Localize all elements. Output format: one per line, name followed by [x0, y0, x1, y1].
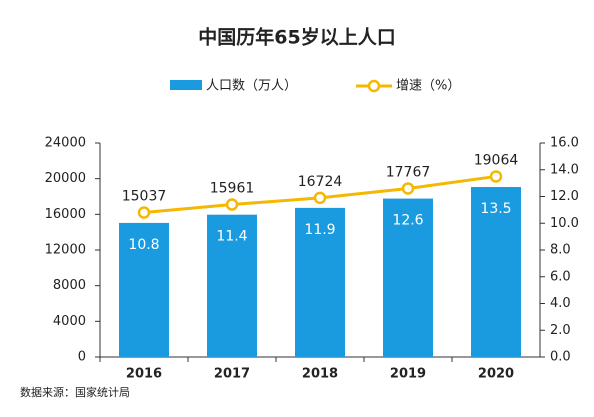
bar-rate-label: 10.8 — [128, 237, 159, 253]
y2-tick-label: 6.0 — [550, 269, 571, 284]
y2-tick-label: 16.0 — [550, 136, 579, 151]
bar — [295, 207, 345, 357]
y-tick-label: 16000 — [45, 207, 86, 222]
y2-tick-label: 2.0 — [550, 323, 571, 338]
chart-title: 中国历年65岁以上人口 — [198, 26, 395, 49]
rate-point — [313, 191, 327, 205]
x-tick-label: 2019 — [390, 367, 426, 382]
population-label: 17767 — [386, 164, 431, 180]
y2-tick-label: 14.0 — [550, 162, 579, 177]
population-label: 15037 — [122, 189, 167, 205]
bar — [383, 198, 433, 357]
bar-rate-label: 11.9 — [304, 222, 335, 238]
rate-point — [401, 182, 415, 195]
population-label: 15961 — [210, 181, 255, 197]
bar-rate-label: 13.5 — [480, 201, 511, 217]
x-tick-label: 2018 — [302, 367, 338, 382]
rate-point — [489, 170, 503, 183]
legend-swatch — [367, 79, 381, 93]
legend-label: 增速（%） — [396, 79, 460, 94]
bar-rate-label: 12.6 — [392, 213, 423, 229]
x-tick-label: 2016 — [126, 367, 162, 382]
population-label: 16724 — [298, 174, 343, 190]
legend-label: 人口数（万人） — [206, 79, 297, 94]
y-tick-label: 0 — [78, 350, 86, 365]
y-tick-label: 20000 — [45, 171, 86, 186]
x-tick-label: 2020 — [478, 367, 514, 382]
y2-tick-label: 0.0 — [550, 350, 571, 365]
rate-point — [137, 206, 151, 219]
y-tick-label: 4000 — [53, 314, 86, 329]
population-label: 19064 — [474, 152, 519, 168]
bar — [471, 187, 521, 357]
rate-point — [225, 198, 239, 211]
bar — [119, 222, 169, 357]
x-tick-label: 2017 — [214, 367, 250, 382]
source-note: 数据来源：国家统计局 — [20, 385, 130, 399]
bar-rate-label: 11.4 — [216, 229, 247, 245]
y2-tick-label: 10.0 — [550, 216, 579, 231]
y2-tick-label: 12.0 — [550, 189, 579, 204]
legend-swatch — [170, 80, 202, 90]
y2-tick-label: 8.0 — [550, 243, 571, 258]
y-tick-label: 8000 — [53, 278, 86, 293]
y-tick-label: 12000 — [45, 243, 86, 258]
bar — [207, 214, 257, 357]
y-tick-label: 24000 — [45, 136, 86, 151]
y2-tick-label: 4.0 — [550, 296, 571, 311]
